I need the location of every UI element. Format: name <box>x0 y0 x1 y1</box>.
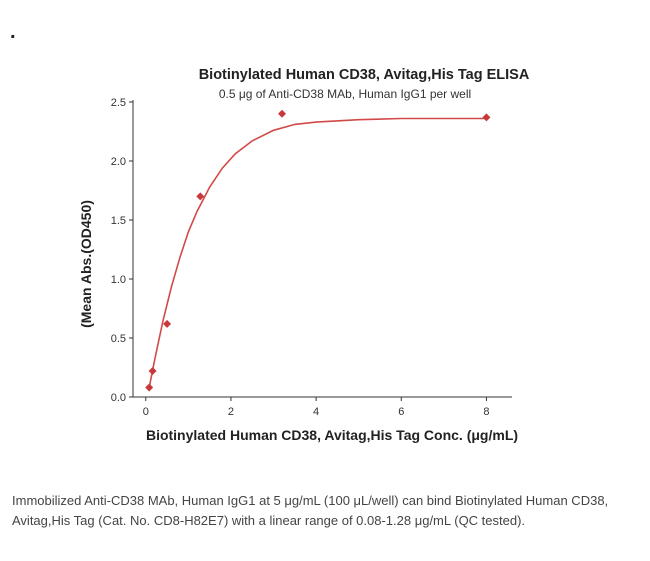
x-axis-label: Biotinylated Human CD38, Avitag,His Tag … <box>146 427 518 443</box>
y-tick-label: 2.5 <box>111 97 126 109</box>
data-point-diamond <box>196 192 205 201</box>
x-tick-label: 0 <box>143 406 149 418</box>
chart-subtitle: 0.5 μg of Anti-CD38 MAb, Human IgG1 per … <box>219 87 471 101</box>
x-tick-label: 8 <box>483 406 489 418</box>
data-point-diamond <box>163 319 172 328</box>
chart-title: Biotinylated Human CD38, Avitag,His Tag … <box>199 67 530 83</box>
data-points-layer <box>145 109 491 392</box>
data-point-diamond <box>145 383 154 392</box>
chart-axes: 0.0 0.5 1.0 1.5 2.0 2.5 0 2 4 6 8 <box>111 97 512 418</box>
fit-curve-layer <box>148 117 487 388</box>
y-tick-label: 2.0 <box>111 156 126 168</box>
x-tick-label: 4 <box>313 406 319 418</box>
y-tick-label: 0.0 <box>111 392 126 404</box>
x-tick-label: 2 <box>228 406 234 418</box>
y-tick-label: 1.0 <box>111 274 126 286</box>
figure-caption: Immobilized Anti-CD38 MAb, Human IgG1 at… <box>12 493 609 528</box>
data-point-diamond <box>482 113 491 122</box>
y-tick-label: 1.5 <box>111 215 126 227</box>
fit-curve <box>148 117 487 388</box>
elisa-chart: Biotinylated Human CD38, Avitag,His Tag … <box>78 67 530 443</box>
y-tick-label: 0.5 <box>111 333 126 345</box>
data-point-diamond <box>148 367 157 376</box>
x-tick-label: 6 <box>398 406 404 418</box>
y-axis-label: (Mean Abs.(OD450) <box>78 200 94 328</box>
bullet-mark: . <box>10 21 16 43</box>
data-point-diamond <box>278 109 287 118</box>
